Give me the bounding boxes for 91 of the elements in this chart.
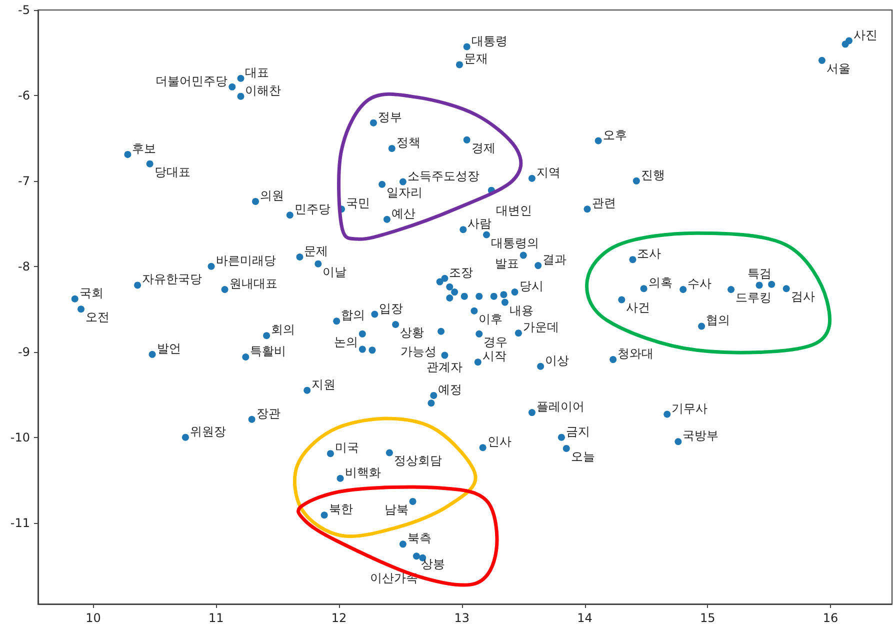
data-label: 당시 [519, 279, 544, 294]
data-label: 논의 [334, 334, 358, 349]
data-label: 합의 [341, 308, 366, 322]
data-label: 예산 [391, 206, 416, 220]
data-label: 경우 [484, 334, 508, 349]
data-label: 오후 [602, 128, 627, 142]
data-label: 특활비 [250, 344, 286, 358]
data-label: 결과 [542, 252, 567, 267]
x-tick-label: 14 [577, 611, 592, 624]
data-label: 특검 [747, 266, 772, 281]
data-label: 협의 [706, 313, 730, 328]
data-label: 회의 [271, 322, 296, 337]
x-tick-label: 12 [331, 611, 347, 624]
data-label: 이후 [478, 312, 503, 326]
data-label: 진행 [640, 168, 665, 182]
data-label: 이해찬 [245, 83, 282, 98]
data-label: 사진 [853, 28, 878, 42]
data-label: 발표 [494, 256, 519, 270]
data-label: 장관 [256, 406, 280, 420]
x-tick-label: 13 [454, 611, 470, 624]
data-label: 북한 [328, 502, 353, 516]
data-label: 더불어민주당 [156, 74, 228, 88]
data-label: 당대표 [154, 164, 190, 179]
data-label: 지원 [312, 377, 336, 392]
data-label: 수사 [688, 276, 712, 290]
data-label: 오전 [86, 310, 110, 324]
data-label: 대통령의 [491, 236, 540, 250]
y-tick-label: -5 [18, 3, 30, 17]
data-label: 국회 [79, 286, 104, 300]
data-label: 의혹 [648, 276, 672, 290]
data-label: 조사 [637, 246, 662, 261]
data-label: 상봉 [420, 557, 445, 572]
data-label: 오늘 [570, 449, 595, 464]
data-label: 플레이어 [536, 400, 584, 414]
data-label: 예정 [438, 382, 462, 396]
data-label: 문재 [464, 52, 488, 66]
data-label: 기무사 [672, 401, 708, 416]
data-label: 금지 [566, 424, 590, 438]
data-label: 경제 [471, 140, 496, 155]
data-label: 국민 [346, 196, 370, 210]
data-label: 관련 [592, 196, 616, 210]
data-label: 가운데 [522, 320, 559, 334]
y-tick-label: -11 [10, 516, 30, 530]
data-label: 검사 [790, 290, 815, 304]
data-label: 인사 [487, 434, 512, 449]
data-label: 미국 [334, 440, 359, 455]
data-label: 시작 [482, 349, 506, 364]
y-tick-label: -10 [10, 430, 30, 444]
data-label: 대표 [245, 65, 270, 80]
data-label: 민주당 [294, 202, 330, 216]
data-label: 정상회담 [394, 454, 442, 468]
x-tick-label: 11 [208, 611, 224, 624]
data-label: 소득주도성장 [407, 168, 480, 183]
data-label: 문제 [304, 244, 328, 258]
data-label: 관계자 [426, 360, 463, 374]
data-label: 북측 [407, 531, 432, 546]
y-tick-label: -6 [18, 88, 30, 102]
data-label: 후보 [132, 141, 156, 156]
data-label: 정책 [396, 135, 420, 150]
data-label: 바른미래당 [216, 253, 276, 268]
data-label: 정부 [378, 110, 402, 124]
data-label: 발언 [156, 341, 181, 356]
data-label: 조장 [449, 265, 474, 280]
data-label: 이날 [322, 264, 347, 279]
data-label: 남북 [384, 502, 408, 516]
data-label: 의원 [260, 188, 284, 202]
data-label: 자유한국당 [142, 272, 202, 286]
data-label: 사람 [468, 216, 492, 231]
data-label: 비핵화 [344, 465, 381, 480]
data-label: 지역 [536, 165, 560, 180]
data-label: 가능성 [400, 344, 437, 358]
data-label: 상황 [400, 326, 424, 340]
data-label: 일자리 [386, 185, 423, 200]
data-label: 원내대표 [229, 276, 278, 290]
x-tick-label: 16 [822, 611, 838, 624]
y-tick-label: -9 [18, 344, 30, 359]
y-tick-label: -8 [18, 259, 30, 274]
data-label: 대통령 [471, 34, 508, 48]
data-label: 입장 [379, 301, 404, 316]
x-tick-label: 10 [86, 611, 101, 624]
y-tick-label: -7 [18, 174, 30, 188]
data-label: 내용 [509, 303, 534, 318]
data-label: 이상 [545, 353, 570, 368]
data-label: 위원장 [190, 424, 226, 438]
data-label: 사건 [626, 300, 650, 315]
data-label: 대변인 [496, 203, 532, 218]
data-label: 국방부 [682, 428, 719, 443]
x-tick-label: 15 [700, 611, 716, 624]
data-label: 청와대 [618, 346, 654, 361]
data-label: 드루킹 [736, 290, 772, 304]
data-label: 서울 [826, 61, 850, 76]
